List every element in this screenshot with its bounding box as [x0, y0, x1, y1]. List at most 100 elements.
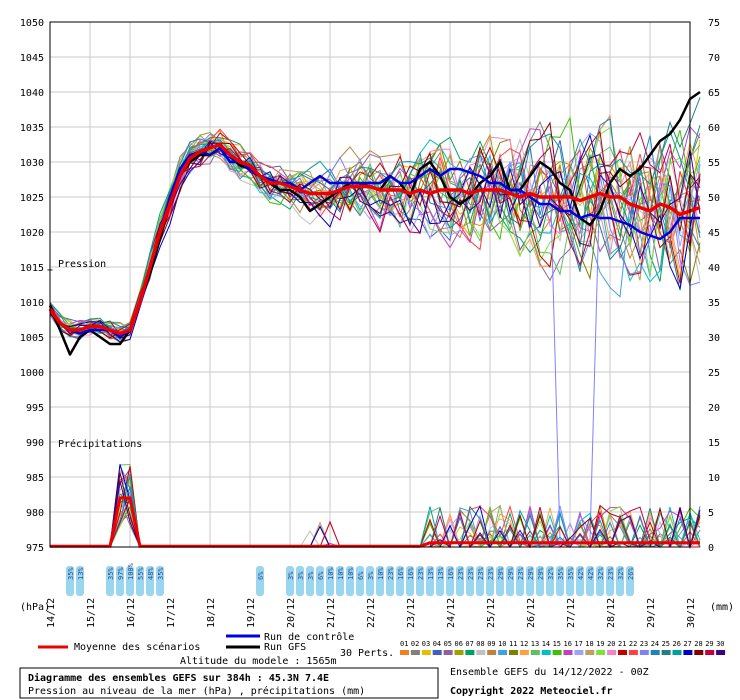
precip-label-bg: [116, 566, 124, 596]
y-right-tick-label: 20: [708, 403, 720, 414]
precip-label-bg: [466, 566, 474, 596]
member-swatch: [716, 650, 726, 655]
member-swatch: [628, 650, 638, 655]
precip-label-bg: [426, 566, 434, 596]
y-right-tick-label: 25: [708, 368, 720, 379]
precip-percent-label: 10%: [347, 567, 355, 580]
member-code: 24: [651, 640, 659, 648]
member-code: 29: [705, 640, 713, 648]
y-left-tick-label: 1025: [20, 193, 44, 204]
x-tick-label: 19/12: [246, 598, 257, 628]
precip-label-bg: [126, 566, 134, 596]
y-right-tick-label: 5: [708, 508, 714, 519]
member-code: 17: [574, 640, 582, 648]
precip-percent-label: 42%: [577, 567, 585, 580]
x-tick-label: 28/12: [606, 598, 617, 628]
chart-subtitle: Pression au niveau de la mer (hPa) , pré…: [28, 685, 365, 697]
member-swatch: [552, 650, 562, 655]
precip-percent-label: 13%: [77, 567, 85, 580]
precip-percent-label: 35%: [67, 567, 75, 580]
members-legend: 01 02 03 04 05 06 07 08 09 10 11 12 13 14 15 16 17 18 19 20…: [400, 640, 726, 655]
y-right-tick-label: 15: [708, 438, 720, 449]
precip-percent-label: 35%: [107, 567, 115, 580]
x-tick-label: 15/12: [86, 598, 97, 628]
member-swatch: [465, 650, 475, 655]
precip-percent-label: 3%: [297, 571, 305, 580]
member-code: 12: [520, 640, 528, 648]
precip-label-bg: [316, 566, 324, 596]
precip-label-bg: [556, 566, 564, 596]
precip-percent-label: 10%: [327, 567, 335, 580]
member-swatch: [596, 650, 606, 655]
member-code: 27: [683, 640, 691, 648]
y-right-tick-label: 75: [708, 18, 720, 29]
member-code: 15: [553, 640, 561, 648]
member-swatch: [432, 650, 442, 655]
precip-percent-label: 6%: [317, 571, 325, 580]
precip-probability-labels: 35% 13% 35% 97% 100% 55% 48% 35% 6% 3% 3% 3% 6% 10% 10…: [66, 562, 635, 596]
y-right-tick-label: 40: [708, 263, 720, 274]
precip-percent-label: 29%: [497, 567, 505, 580]
precip-percent-label: 10%: [337, 567, 345, 580]
legend-mean-label: Moyenne des scénarios: [74, 641, 200, 653]
member-code: 13: [531, 640, 539, 648]
member-code: 09: [487, 640, 495, 648]
y-right-tick-label: 45: [708, 228, 720, 239]
member-swatch: [618, 650, 627, 655]
precip-label-bg: [446, 566, 454, 596]
precip-percent-label: 29%: [537, 567, 545, 580]
x-tick-label: 17/12: [166, 598, 177, 628]
y-left-tick-label: 1020: [20, 228, 44, 239]
y-left-tick-label: 1030: [20, 158, 44, 169]
member-code: 20: [607, 640, 615, 648]
member-swatch: [672, 650, 682, 655]
member-code: 26: [673, 640, 681, 648]
y-right-tick-label: 55: [708, 158, 720, 169]
precip-label-bg: [326, 566, 334, 596]
member-swatch: [639, 650, 649, 655]
axes: 9759809859909951000100510101015102010251…: [20, 18, 720, 554]
x-tick-label: 20/12: [286, 598, 297, 628]
member-code: 30: [716, 640, 724, 648]
precip-label-bg: [66, 566, 74, 596]
ensemble-member-line: [49, 130, 701, 341]
y-left-tick-label: 995: [26, 403, 44, 414]
precip-label-bg: [586, 566, 594, 596]
pressure-marker: +: [47, 265, 53, 276]
precip-label-bg: [486, 566, 494, 596]
x-tick-label: 27/12: [566, 598, 577, 628]
precip-percent-label: 23%: [477, 567, 485, 580]
y-right-tick-label: 0: [708, 543, 714, 554]
precip-percent-label: 97%: [117, 567, 125, 580]
precip-label-bg: [106, 566, 114, 596]
precip-percent-label: 32%: [597, 567, 605, 580]
precip-label-bg: [596, 566, 604, 596]
member-swatch: [563, 650, 573, 655]
precip-percent-label: 23%: [517, 567, 525, 580]
precip-percent-label: 16%: [397, 567, 405, 580]
member-swatch: [509, 650, 518, 655]
precip-label-bg: [136, 566, 144, 596]
member-code: 25: [662, 640, 670, 648]
ensemble-member-line: [49, 133, 701, 343]
precip-label-bg: [566, 566, 574, 596]
member-code: 18: [585, 640, 593, 648]
y-right-tick-label: 35: [708, 298, 720, 309]
x-tick-labels: 14/12 15/12 16/12 17/12 18/12 19/12 20/12 21/12…: [46, 598, 697, 628]
precip-percent-label: 35%: [157, 567, 165, 580]
plot-frame: [49, 21, 691, 548]
precip-percent-label: 6%: [257, 571, 265, 580]
member-code: 03: [422, 640, 430, 648]
left-unit-label: (hPa): [20, 602, 50, 613]
precip-label-bg: [536, 566, 544, 596]
precip-label-bg: [526, 566, 534, 596]
precip-percent-label: 16%: [407, 567, 415, 580]
precip-percent-label: 13%: [437, 567, 445, 580]
right-unit-label: (mm): [710, 602, 734, 613]
member-swatch: [519, 650, 529, 655]
y-right-tick-label: 30: [708, 333, 720, 344]
precip-label-bg: [386, 566, 394, 596]
mean-precip-line: [50, 496, 700, 548]
precip-label-bg: [336, 566, 344, 596]
